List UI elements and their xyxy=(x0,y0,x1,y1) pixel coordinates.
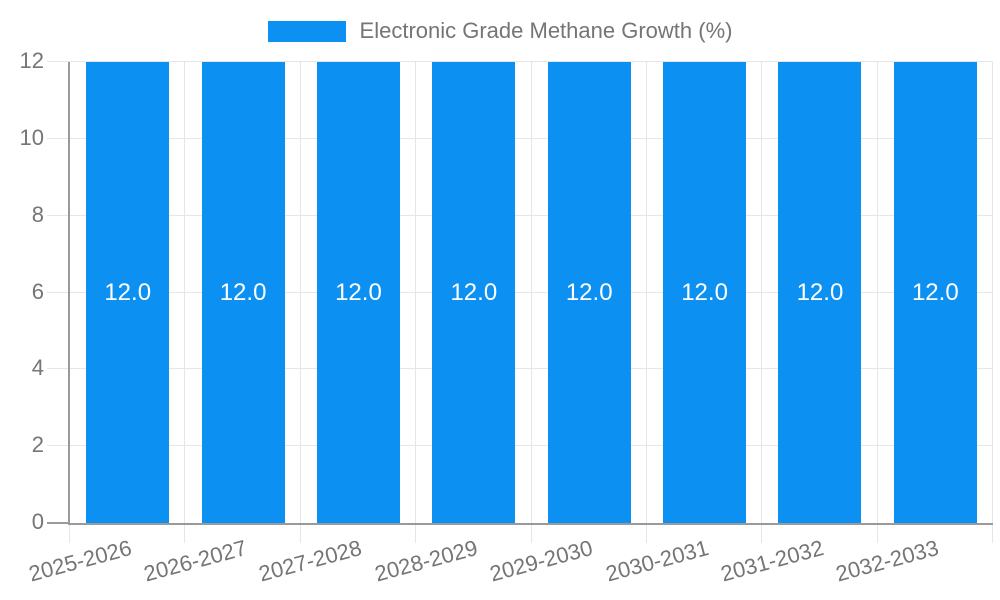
bar[interactable]: 12.0 xyxy=(778,62,862,523)
legend-label: Electronic Grade Methane Growth (%) xyxy=(359,18,733,43)
bar-value-label: 12.0 xyxy=(796,278,844,306)
gridline-horizontal xyxy=(47,137,993,139)
x-axis-tick xyxy=(184,523,186,543)
y-axis-line xyxy=(68,62,70,525)
bar-value-label: 12.0 xyxy=(104,278,152,306)
x-axis-line xyxy=(68,523,993,525)
x-axis-tick xyxy=(645,523,647,543)
bar[interactable]: 12.0 xyxy=(893,62,977,523)
bar[interactable]: 12.0 xyxy=(201,62,285,523)
y-axis-label: 0 xyxy=(31,509,44,535)
y-axis-tick xyxy=(47,522,70,524)
gridline-vertical xyxy=(761,62,763,523)
bar-value-label: 12.0 xyxy=(450,278,498,306)
gridline-vertical xyxy=(645,62,647,523)
bar[interactable]: 12.0 xyxy=(316,62,400,523)
gridline-vertical xyxy=(530,62,532,523)
x-axis-tick xyxy=(530,523,532,543)
y-axis-label: 4 xyxy=(31,355,44,381)
gridline-vertical xyxy=(415,62,417,523)
bar-value-label: 12.0 xyxy=(565,278,613,306)
x-axis-tick xyxy=(299,523,301,543)
legend[interactable]: Electronic Grade Methane Growth (%) xyxy=(0,18,1000,43)
bar[interactable]: 12.0 xyxy=(432,62,516,523)
bar-value-label: 12.0 xyxy=(219,278,267,306)
y-axis-label: 6 xyxy=(31,278,44,304)
y-axis-label: 10 xyxy=(19,124,44,150)
bar-value-label: 12.0 xyxy=(911,278,959,306)
y-axis-label: 8 xyxy=(31,201,44,227)
y-axis-label: 2 xyxy=(31,432,44,458)
gridline-horizontal xyxy=(47,368,993,370)
bar[interactable]: 12.0 xyxy=(547,62,631,523)
gridline-horizontal xyxy=(47,214,993,216)
gridline-vertical xyxy=(876,62,878,523)
gridline-vertical xyxy=(184,62,186,523)
bar[interactable]: 12.0 xyxy=(663,62,747,523)
gridline-vertical xyxy=(992,62,993,523)
gridline-vertical xyxy=(299,62,301,523)
bar[interactable]: 12.0 xyxy=(86,62,170,523)
x-axis-tick xyxy=(69,523,70,543)
x-axis-tick xyxy=(415,523,417,543)
y-axis-label: 12 xyxy=(19,48,44,74)
bar-value-label: 12.0 xyxy=(335,278,382,306)
x-axis-tick xyxy=(761,523,763,543)
gridline-horizontal xyxy=(47,61,993,62)
x-axis-tick xyxy=(992,523,993,543)
gridline-horizontal xyxy=(47,445,993,447)
x-axis-tick xyxy=(876,523,878,543)
bar-value-label: 12.0 xyxy=(681,278,728,306)
gridline-horizontal xyxy=(47,291,993,293)
legend-swatch xyxy=(267,20,346,42)
